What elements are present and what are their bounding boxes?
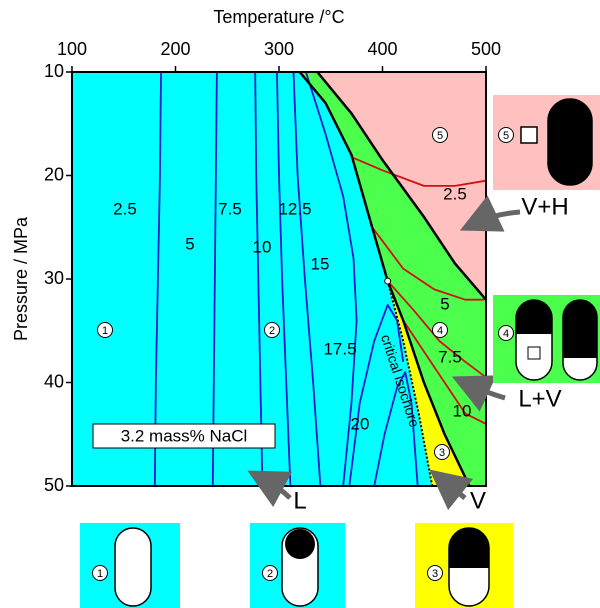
contour-label: 2.5 <box>113 199 137 218</box>
critical-point <box>384 277 392 285</box>
field-marker-label: 1 <box>102 325 108 337</box>
contour-label: 7.5 <box>438 347 462 366</box>
contour-label: 10 <box>253 237 272 256</box>
region-label: L <box>293 487 306 514</box>
tube-fill <box>563 300 597 358</box>
region-label: V <box>470 487 486 514</box>
inset: 3 <box>415 523 513 608</box>
tube-fill <box>516 300 552 334</box>
y-tick-label: 20 <box>44 164 64 184</box>
y-tick-label: 30 <box>44 268 64 288</box>
field-marker <box>434 444 450 460</box>
region-label: V+H <box>521 193 568 220</box>
crystal <box>520 126 538 144</box>
field-marker <box>498 127 514 143</box>
critical-isochore <box>386 280 434 486</box>
x-tick-label: 400 <box>367 39 397 59</box>
field-marker-label: 4 <box>503 328 509 340</box>
y-axis-title: Pressure / MPa <box>11 216 31 341</box>
contour-line <box>292 72 322 486</box>
field-marker-label: 2 <box>269 325 275 337</box>
contour-label: 2.5 <box>443 184 467 203</box>
contour-label: 15 <box>311 254 330 273</box>
field-marker <box>498 325 514 341</box>
contour-line <box>211 72 218 486</box>
field-marker-label: 5 <box>437 130 443 142</box>
inset: 2 <box>250 523 345 608</box>
y-tick-label: 40 <box>44 371 64 391</box>
field-marker <box>432 127 448 143</box>
x-tick-label: 200 <box>160 39 190 59</box>
field-marker-label: 1 <box>97 568 103 580</box>
contour-label: 12.5 <box>278 199 311 218</box>
contour-line <box>348 303 405 486</box>
field-marker <box>92 565 108 581</box>
x-axis-title: Temperature /°C <box>213 7 344 27</box>
annotation-box <box>92 423 276 449</box>
field-marker-label: 3 <box>439 447 445 459</box>
field-marker-label: 2 <box>267 568 273 580</box>
contour-line <box>153 72 162 486</box>
contour-label: 5 <box>185 234 194 253</box>
contour-label: 5 <box>440 294 449 313</box>
region <box>299 72 486 486</box>
plot-area: critical isochore2.557.51012.51517.5202.… <box>72 72 486 486</box>
contour-line <box>373 371 419 486</box>
contour-label: 7.5 <box>218 199 242 218</box>
inset: 1 <box>80 523 180 608</box>
field-marker <box>432 322 448 338</box>
contour-line <box>371 226 484 301</box>
crystal <box>527 346 541 360</box>
tube-fill <box>548 99 592 185</box>
vapor-bubble <box>285 529 315 559</box>
tube-fill <box>449 528 489 568</box>
contour-label: 17.5 <box>323 339 356 358</box>
annotation: 3.2 mass% NaCl <box>121 426 248 445</box>
contour-line <box>305 72 358 486</box>
contour-line <box>387 280 486 379</box>
y-tick-label: 50 <box>44 475 64 495</box>
region-arrows <box>247 195 521 511</box>
x-tick-label: 500 <box>471 39 501 59</box>
field-marker <box>262 565 278 581</box>
field-marker-label: 3 <box>432 568 438 580</box>
field-marker <box>264 322 280 338</box>
contour-label: 20 <box>351 414 370 433</box>
inset: 5 <box>493 95 600 190</box>
x-tick-label: 300 <box>264 39 294 59</box>
field-marker-label: 4 <box>437 325 443 337</box>
inset: 4 <box>493 295 600 383</box>
contour-line <box>402 319 486 425</box>
region <box>387 281 470 486</box>
region-label: L+V <box>518 385 561 412</box>
contour-line <box>353 157 486 187</box>
field-marker <box>97 322 113 338</box>
tube <box>114 527 152 607</box>
x-tick-label: 100 <box>57 39 87 59</box>
phase-boundary <box>316 72 486 301</box>
contour-line <box>276 72 292 486</box>
field-marker <box>427 565 443 581</box>
contour-label: 10 <box>453 401 472 420</box>
contour-line <box>254 72 264 486</box>
field-marker-label: 5 <box>503 130 509 142</box>
y-tick-label: 10 <box>44 61 64 81</box>
